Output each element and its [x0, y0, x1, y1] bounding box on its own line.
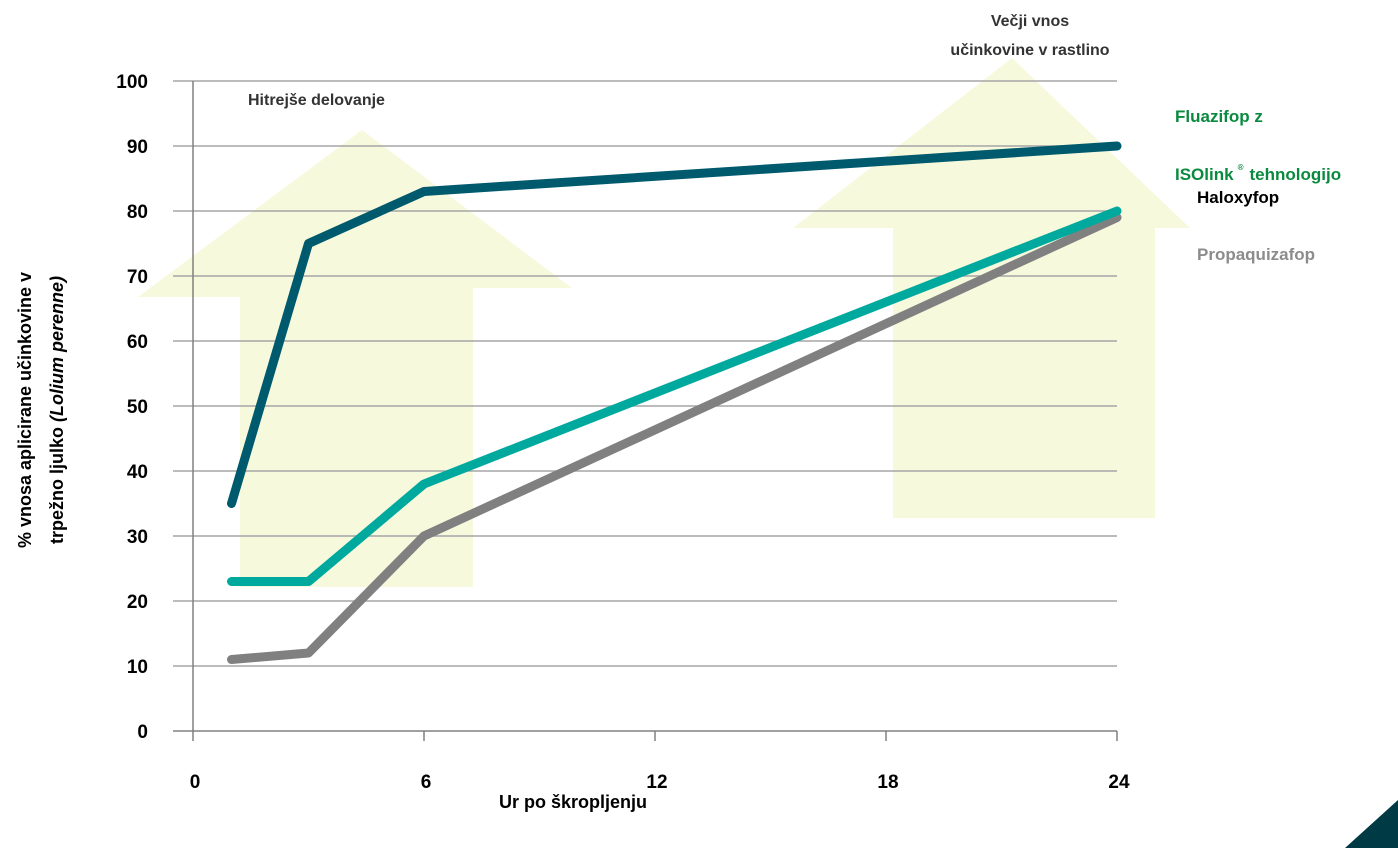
legend-haloxyfop: Haloxyfop [1197, 188, 1279, 207]
series-line-fluazifop [227, 141, 1122, 508]
y-tick-label: 100 [116, 72, 148, 93]
x-tick-label: 0 [190, 772, 201, 793]
greater-uptake-label-line1: Večji vnos [991, 13, 1069, 30]
legend-propaquizafop: Propaquizafop [1197, 245, 1315, 264]
series-line-haloxyfop [227, 206, 1122, 586]
axes [173, 81, 1118, 741]
legend-isolink-text: ISOlink [1175, 165, 1234, 184]
x-tick-label: 24 [1108, 772, 1130, 793]
y-tick-label: 30 [127, 527, 148, 548]
x-tick-label: 18 [877, 772, 898, 793]
x-tick-label: 12 [646, 772, 667, 793]
faster-action-arrow [138, 130, 572, 587]
faster-action-label: Hitrejše delovanje [248, 92, 385, 109]
corner-decoration [1345, 800, 1398, 848]
legend: Fluazifop z ISOlink ® tehnologijo Haloxyfo… [1175, 107, 1341, 264]
legend-technology-text: tehnologijo [1249, 165, 1341, 184]
y-tick-label: 50 [127, 397, 148, 418]
greater-uptake-arrow [793, 58, 1190, 518]
y-tick-label: 40 [127, 462, 148, 483]
y-axis-title: % vnosa aplicirane učinkovine v trpežno … [15, 272, 67, 548]
greater-uptake-label-line2: učinkovine v rastlino [950, 42, 1109, 59]
grid-lines [173, 80, 1117, 667]
y-axis-title-line1: % vnosa aplicirane učinkovine v [15, 272, 35, 548]
series-line-propaquizafop [227, 213, 1122, 664]
legend-fluazifop-line2: ISOlink ® tehnologijo [1175, 163, 1341, 184]
x-axis-ticks: 0 6 12 18 24 [190, 772, 1130, 793]
y-tick-label: 80 [127, 202, 148, 223]
y-tick-label: 60 [127, 332, 148, 353]
y-tick-label: 70 [127, 267, 148, 288]
y-axis-ticks: 0 10 20 30 40 50 60 70 80 90 100 [116, 72, 148, 743]
y-tick-label: 0 [137, 722, 148, 743]
x-axis-title: Ur po škropljenju [499, 792, 647, 812]
series-lines [227, 141, 1122, 664]
legend-fluazifop-line1: Fluazifop z [1175, 107, 1263, 126]
y-tick-label: 10 [127, 657, 148, 678]
y-axis-title-line2: trpežno ljulko (Lolium perenne) [47, 276, 67, 544]
registered-mark: ® [1238, 163, 1244, 172]
x-tick-label: 6 [421, 772, 432, 793]
y-tick-label: 90 [127, 137, 148, 158]
y-tick-label: 20 [127, 592, 148, 613]
